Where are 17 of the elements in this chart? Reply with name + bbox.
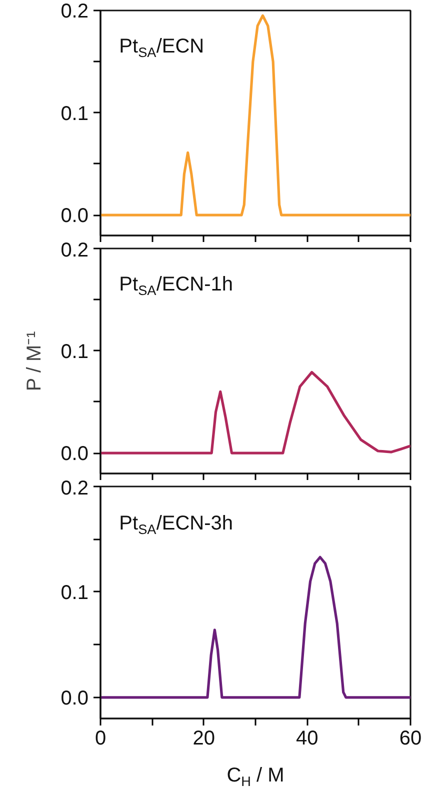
x-tick-label: 0 [94,728,106,750]
x-tick-label: 40 [296,728,318,750]
y-tick-label: 0.0 [60,687,89,710]
y-tick-label: 0.0 [60,443,89,466]
y-tick-label: 0.2 [60,0,89,22]
line-series [100,14,410,216]
line-series [100,556,410,699]
y-tick-label: 0.1 [60,582,89,604]
y-tick-label: 0.1 [60,340,89,363]
y-tick-label: 0.0 [60,205,89,228]
y-axis-title: P / M⁻¹ [24,330,46,392]
y-tick-label: 0.2 [60,240,89,262]
line-series [100,370,410,454]
x-tick-label: 20 [192,728,215,750]
x-tick-label: 60 [399,728,422,750]
y-tick-label: 0.2 [60,478,89,500]
y-tick-label: 0.1 [60,102,89,125]
